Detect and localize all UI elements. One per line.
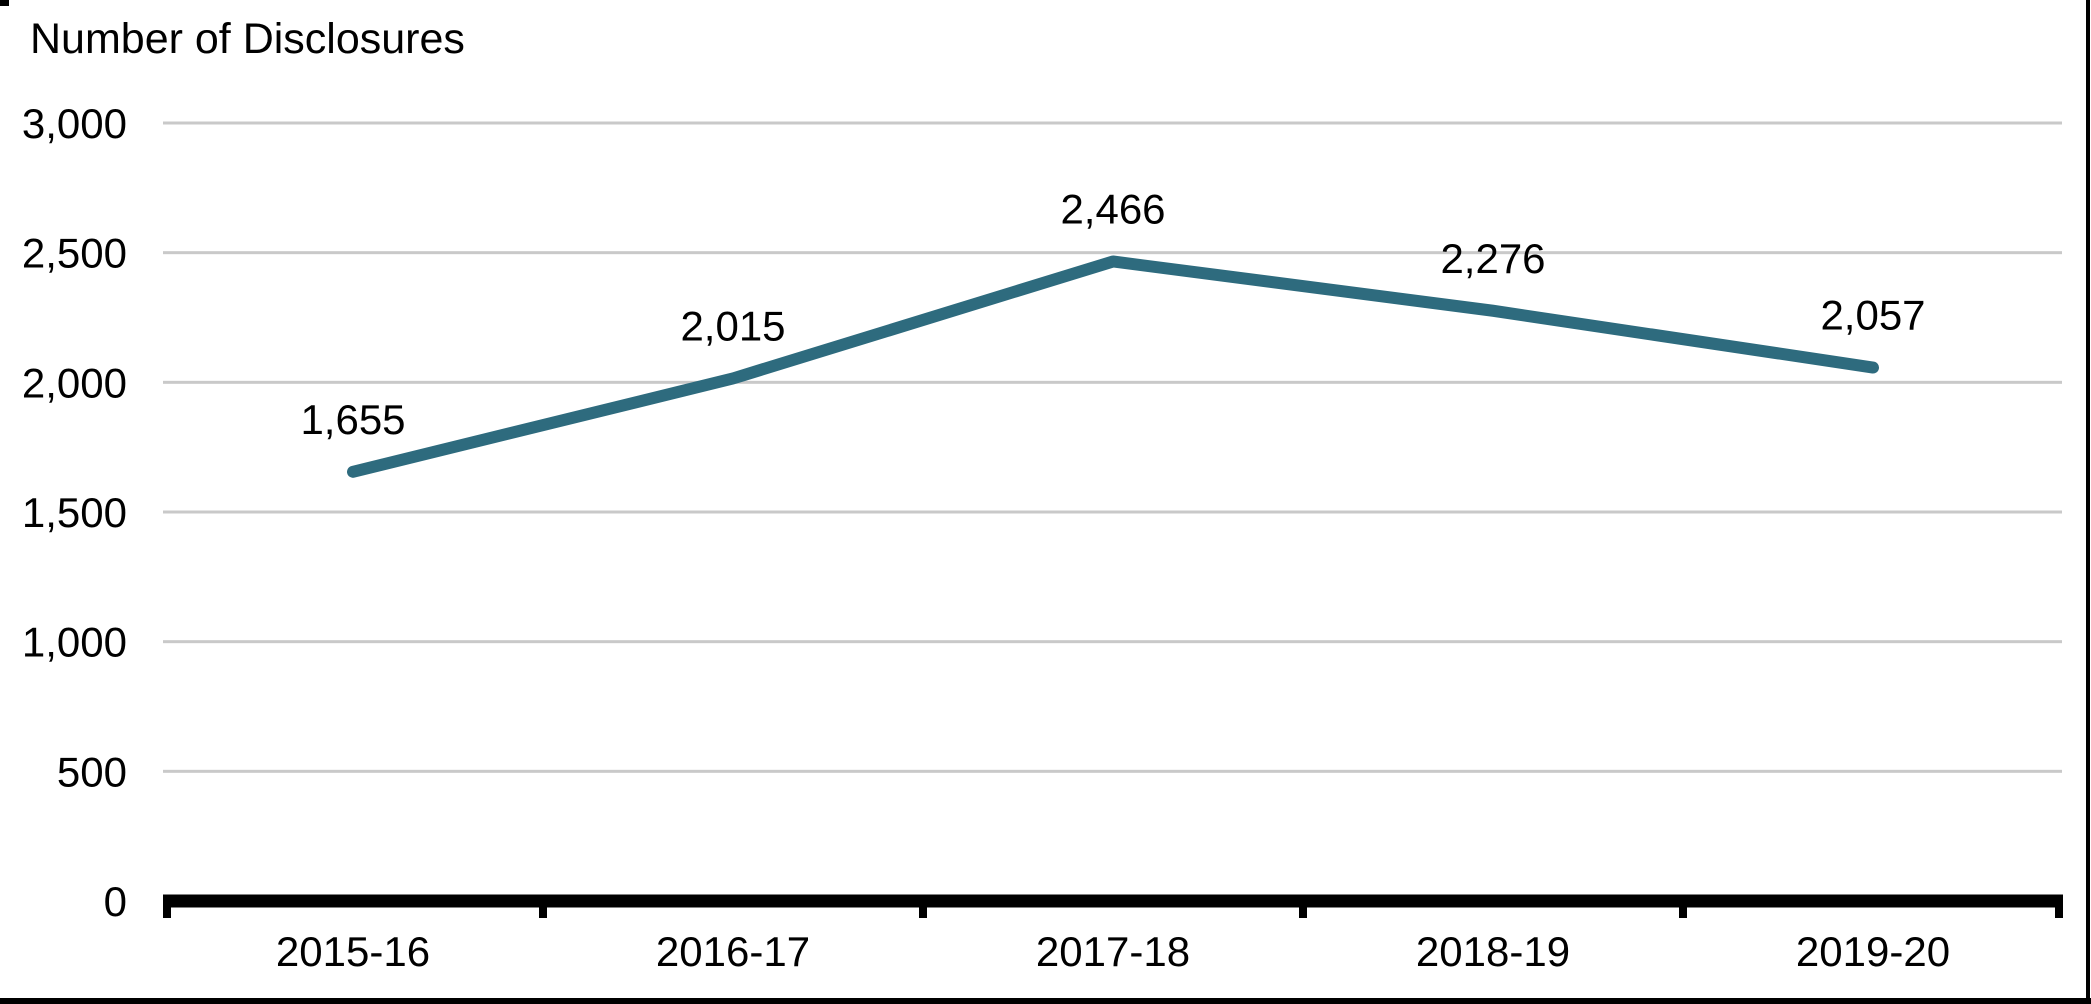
y-axis-tick-label: 2,000	[22, 359, 127, 406]
data-label: 1,655	[300, 396, 405, 443]
series-line	[347, 255, 1879, 478]
gridline	[163, 380, 2062, 384]
x-axis-tick	[919, 894, 927, 918]
data-label: 2,276	[1440, 235, 1545, 282]
frame-top-left-mark	[0, 0, 9, 6]
x-axis-tick	[539, 894, 547, 918]
x-axis	[163, 894, 2063, 918]
frame-right-border	[2086, 0, 2090, 1004]
y-axis-tick-label: 1,500	[22, 489, 127, 536]
y-axis-tick-label: 2,500	[22, 230, 127, 277]
y-axis-tick-labels: 0 500 1,000 1,500 2,000 2,500 3,000	[22, 100, 127, 925]
data-label: 2,466	[1060, 185, 1165, 232]
y-axis-tick-label: 3,000	[22, 100, 127, 147]
y-axis-tick-label: 500	[57, 748, 127, 795]
frame-bottom-border	[0, 998, 2091, 1004]
x-axis-tick-label: 2017-18	[1036, 928, 1190, 975]
gridline	[163, 640, 2062, 644]
x-axis-tick-label: 2019-20	[1796, 928, 1950, 975]
gridline	[163, 769, 2062, 773]
gridline	[163, 251, 2062, 255]
x-axis-tick-label: 2016-17	[656, 928, 810, 975]
x-axis-tick	[1679, 894, 1687, 918]
gridline	[163, 121, 2062, 125]
data-labels: 1,655 2,015 2,466 2,276 2,057	[300, 185, 1925, 442]
data-label: 2,015	[680, 302, 785, 349]
x-axis-tick	[1299, 894, 1307, 918]
gridlines	[163, 121, 2062, 773]
y-axis-tick-label: 1,000	[22, 619, 127, 666]
gridline	[163, 510, 2062, 514]
y-axis-tick-label: 0	[104, 878, 127, 925]
data-label: 2,057	[1820, 292, 1925, 339]
x-axis-line	[163, 894, 2063, 908]
series	[347, 255, 1879, 478]
chart-title: Number of Disclosures	[30, 15, 465, 63]
x-axis-tick	[163, 894, 171, 918]
x-axis-tick-label: 2018-19	[1416, 928, 1570, 975]
x-axis-tick	[2055, 894, 2063, 918]
x-axis-tick-labels: 2015-16 2016-17 2017-18 2018-19 2019-20	[276, 928, 1950, 975]
x-axis-tick-label: 2015-16	[276, 928, 430, 975]
